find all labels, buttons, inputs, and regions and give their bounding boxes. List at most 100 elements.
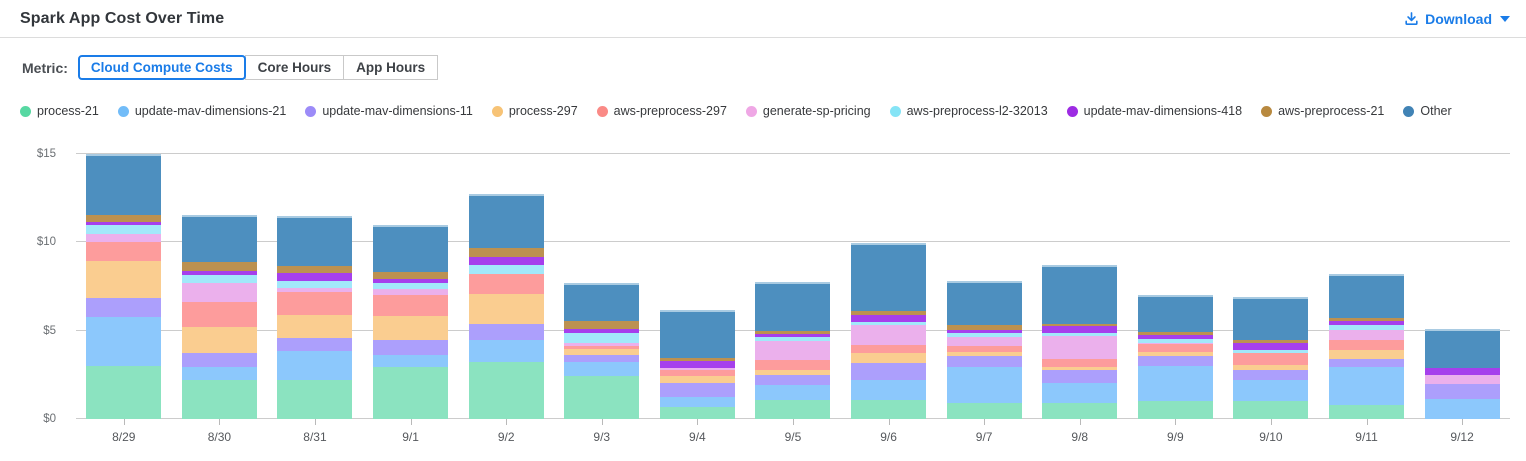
bar-segment[interactable] <box>1329 274 1405 318</box>
legend-item[interactable]: aws-preprocess-297 <box>596 104 727 118</box>
bar-segment[interactable] <box>946 356 1022 367</box>
bar-segment[interactable] <box>468 193 544 248</box>
bar-segment[interactable] <box>564 362 640 376</box>
bar-segment[interactable] <box>1233 364 1309 370</box>
bar-segment[interactable] <box>86 233 162 243</box>
bar-segment[interactable] <box>277 272 353 282</box>
bar-segment[interactable] <box>564 329 640 333</box>
bar-segment[interactable] <box>1042 358 1118 367</box>
stacked-bar[interactable] <box>851 154 927 419</box>
bar-segment[interactable] <box>1233 297 1309 340</box>
stacked-bar[interactable] <box>468 154 544 419</box>
bar-segment[interactable] <box>86 298 162 317</box>
bar-segment[interactable] <box>1042 366 1118 371</box>
bar-segment[interactable] <box>181 366 257 381</box>
bar-segment[interactable] <box>755 337 831 342</box>
bar-segment[interactable] <box>946 366 1022 404</box>
bar-segment[interactable] <box>468 265 544 275</box>
bar-segment[interactable] <box>1137 352 1213 356</box>
metric-tab-1[interactable]: Core Hours <box>244 55 345 80</box>
stacked-bar[interactable] <box>1137 154 1213 419</box>
stacked-bar[interactable] <box>659 154 735 419</box>
bar-segment[interactable] <box>86 260 162 298</box>
bar-segment[interactable] <box>755 331 831 334</box>
bar-segment[interactable] <box>181 380 257 419</box>
bar-segment[interactable] <box>1137 331 1213 335</box>
bar-segment[interactable] <box>181 352 257 367</box>
bar-segment[interactable] <box>564 332 640 343</box>
bar-segment[interactable] <box>946 281 1022 326</box>
bar-segment[interactable] <box>659 309 735 359</box>
bar-segment[interactable] <box>851 311 927 315</box>
bar-segment[interactable] <box>86 242 162 261</box>
bar-segment[interactable] <box>1233 353 1309 365</box>
bar-segment[interactable] <box>1329 404 1405 419</box>
bar-segment[interactable] <box>564 345 640 350</box>
bar-segment[interactable] <box>468 274 544 294</box>
bar-segment[interactable] <box>946 325 1022 330</box>
bar-segment[interactable] <box>181 274 257 283</box>
bar-segment[interactable] <box>373 295 449 316</box>
bar-segment[interactable] <box>851 352 927 363</box>
bar-segment[interactable] <box>946 352 1022 357</box>
bar-segment[interactable] <box>1137 294 1213 332</box>
bar-segment[interactable] <box>277 288 353 292</box>
bar-segment[interactable] <box>659 382 735 397</box>
bar-segment[interactable] <box>86 316 162 366</box>
bar-segment[interactable] <box>659 360 735 368</box>
bar-segment[interactable] <box>1329 350 1405 359</box>
bar-segment[interactable] <box>1329 339 1405 351</box>
bar-segment[interactable] <box>564 342 640 346</box>
bar-segment[interactable] <box>1137 342 1213 345</box>
bar-segment[interactable] <box>1233 401 1309 419</box>
bar-segment[interactable] <box>1329 329 1405 340</box>
bar-segment[interactable] <box>277 337 353 351</box>
bar-segment[interactable] <box>1042 323 1118 327</box>
bar-segment[interactable] <box>277 266 353 273</box>
bar-segment[interactable] <box>277 351 353 381</box>
bar-segment[interactable] <box>277 314 353 338</box>
bar-segment[interactable] <box>181 327 257 353</box>
legend-item[interactable]: update-mav-dimensions-21 <box>117 104 286 118</box>
bar-segment[interactable] <box>755 399 831 419</box>
bar-segment[interactable] <box>86 154 162 215</box>
bar-segment[interactable] <box>659 358 735 361</box>
bar-segment[interactable] <box>277 281 353 289</box>
bar-segment[interactable] <box>1233 339 1309 343</box>
bar-segment[interactable] <box>564 354 640 363</box>
bar-segment[interactable] <box>373 272 449 279</box>
bar-segment[interactable] <box>659 367 735 371</box>
bar-segment[interactable] <box>1137 344 1213 353</box>
bar-segment[interactable] <box>851 314 927 322</box>
stacked-bar[interactable] <box>1424 154 1500 419</box>
stacked-bar[interactable] <box>181 154 257 419</box>
bar-segment[interactable] <box>1424 383 1500 399</box>
bar-segment[interactable] <box>1042 336 1118 359</box>
bar-segment[interactable] <box>373 315 449 341</box>
bar-segment[interactable] <box>946 346 1022 353</box>
bar-segment[interactable] <box>277 215 353 267</box>
bar-segment[interactable] <box>564 349 640 355</box>
bar-segment[interactable] <box>1233 369 1309 381</box>
stacked-bar[interactable] <box>277 154 353 419</box>
bar-segment[interactable] <box>373 289 449 296</box>
bar-segment[interactable] <box>277 380 353 419</box>
bar-segment[interactable] <box>755 385 831 400</box>
stacked-bar[interactable] <box>1042 154 1118 419</box>
bar-segment[interactable] <box>1329 320 1405 325</box>
bar-segment[interactable] <box>277 291 353 315</box>
download-button[interactable]: Download <box>1404 11 1510 27</box>
bar-segment[interactable] <box>86 225 162 234</box>
bar-segment[interactable] <box>851 325 927 345</box>
stacked-bar[interactable] <box>1233 154 1309 419</box>
bar-segment[interactable] <box>755 333 831 338</box>
bar-segment[interactable] <box>1424 398 1500 419</box>
bar-segment[interactable] <box>181 214 257 263</box>
bar-segment[interactable] <box>1137 339 1213 343</box>
bar-segment[interactable] <box>373 278 449 283</box>
bar-segment[interactable] <box>1137 355 1213 367</box>
bar-segment[interactable] <box>851 399 927 419</box>
legend-item[interactable]: process-297 <box>491 104 578 118</box>
bar-segment[interactable] <box>946 329 1022 334</box>
bar-segment[interactable] <box>1042 382 1118 404</box>
